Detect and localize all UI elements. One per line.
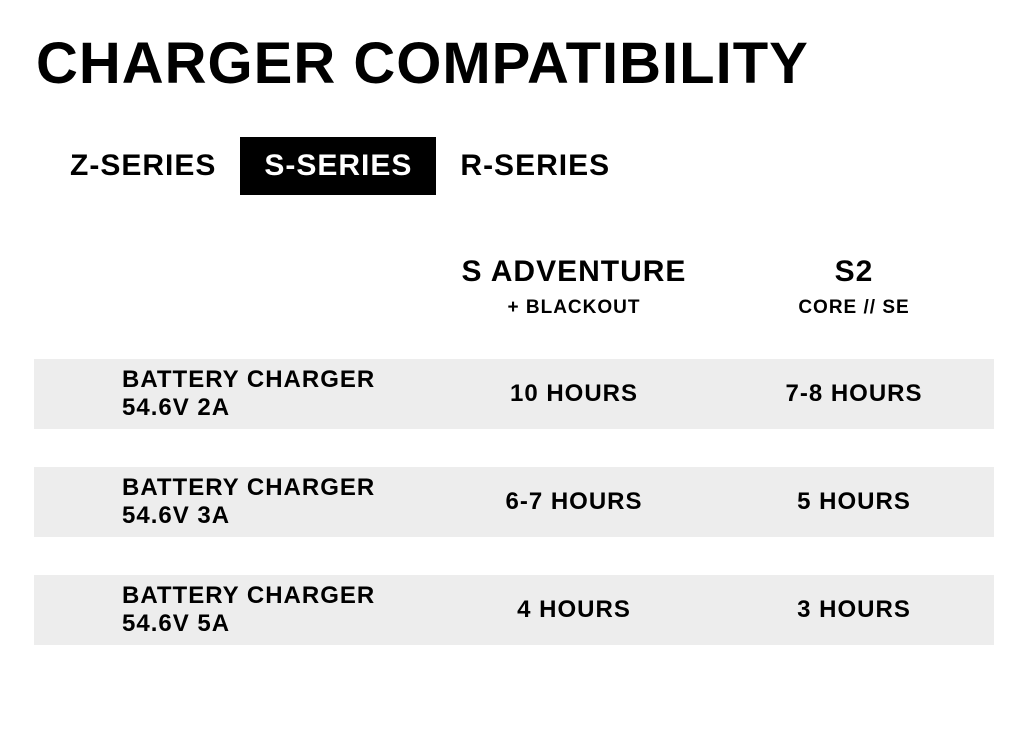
row-label: Battery Charger 54.6V 3A [34,474,434,530]
page-title: Charger Compatibility [36,30,992,97]
table-header-col-2: S2 Core // SE [714,255,994,319]
table-row: Battery Charger 54.6V 3A 6-7 Hours 5 Hou… [34,467,994,537]
col-subtitle: Core // SE [714,297,994,319]
tab-z-series[interactable]: Z-Series [46,137,240,195]
row-value: 7-8 Hours [714,380,994,408]
tab-r-series[interactable]: R-Series [436,137,634,195]
table-header-col-1: S Adventure + Blackout [434,255,714,319]
table-row: Battery Charger 54.6V 5A 4 Hours 3 Hours [34,575,994,645]
compat-table: S Adventure + Blackout S2 Core // SE Bat… [34,255,994,645]
col-subtitle: + Blackout [434,297,714,319]
row-value: 10 Hours [434,380,714,408]
row-label: Battery Charger 54.6V 5A [34,582,434,638]
tabs: Z-Series S-Series R-Series [46,137,992,195]
col-title: S2 [714,255,994,289]
row-value: 3 Hours [714,596,994,624]
table-header-row: S Adventure + Blackout S2 Core // SE [34,255,994,319]
row-value: 5 Hours [714,488,994,516]
table-header-blank [34,255,434,319]
col-title: S Adventure [434,255,714,289]
row-label: Battery Charger 54.6V 2A [34,366,434,422]
tab-s-series[interactable]: S-Series [240,137,436,195]
row-value: 4 Hours [434,596,714,624]
table-row: Battery Charger 54.6V 2A 10 Hours 7-8 Ho… [34,359,994,429]
row-value: 6-7 Hours [434,488,714,516]
